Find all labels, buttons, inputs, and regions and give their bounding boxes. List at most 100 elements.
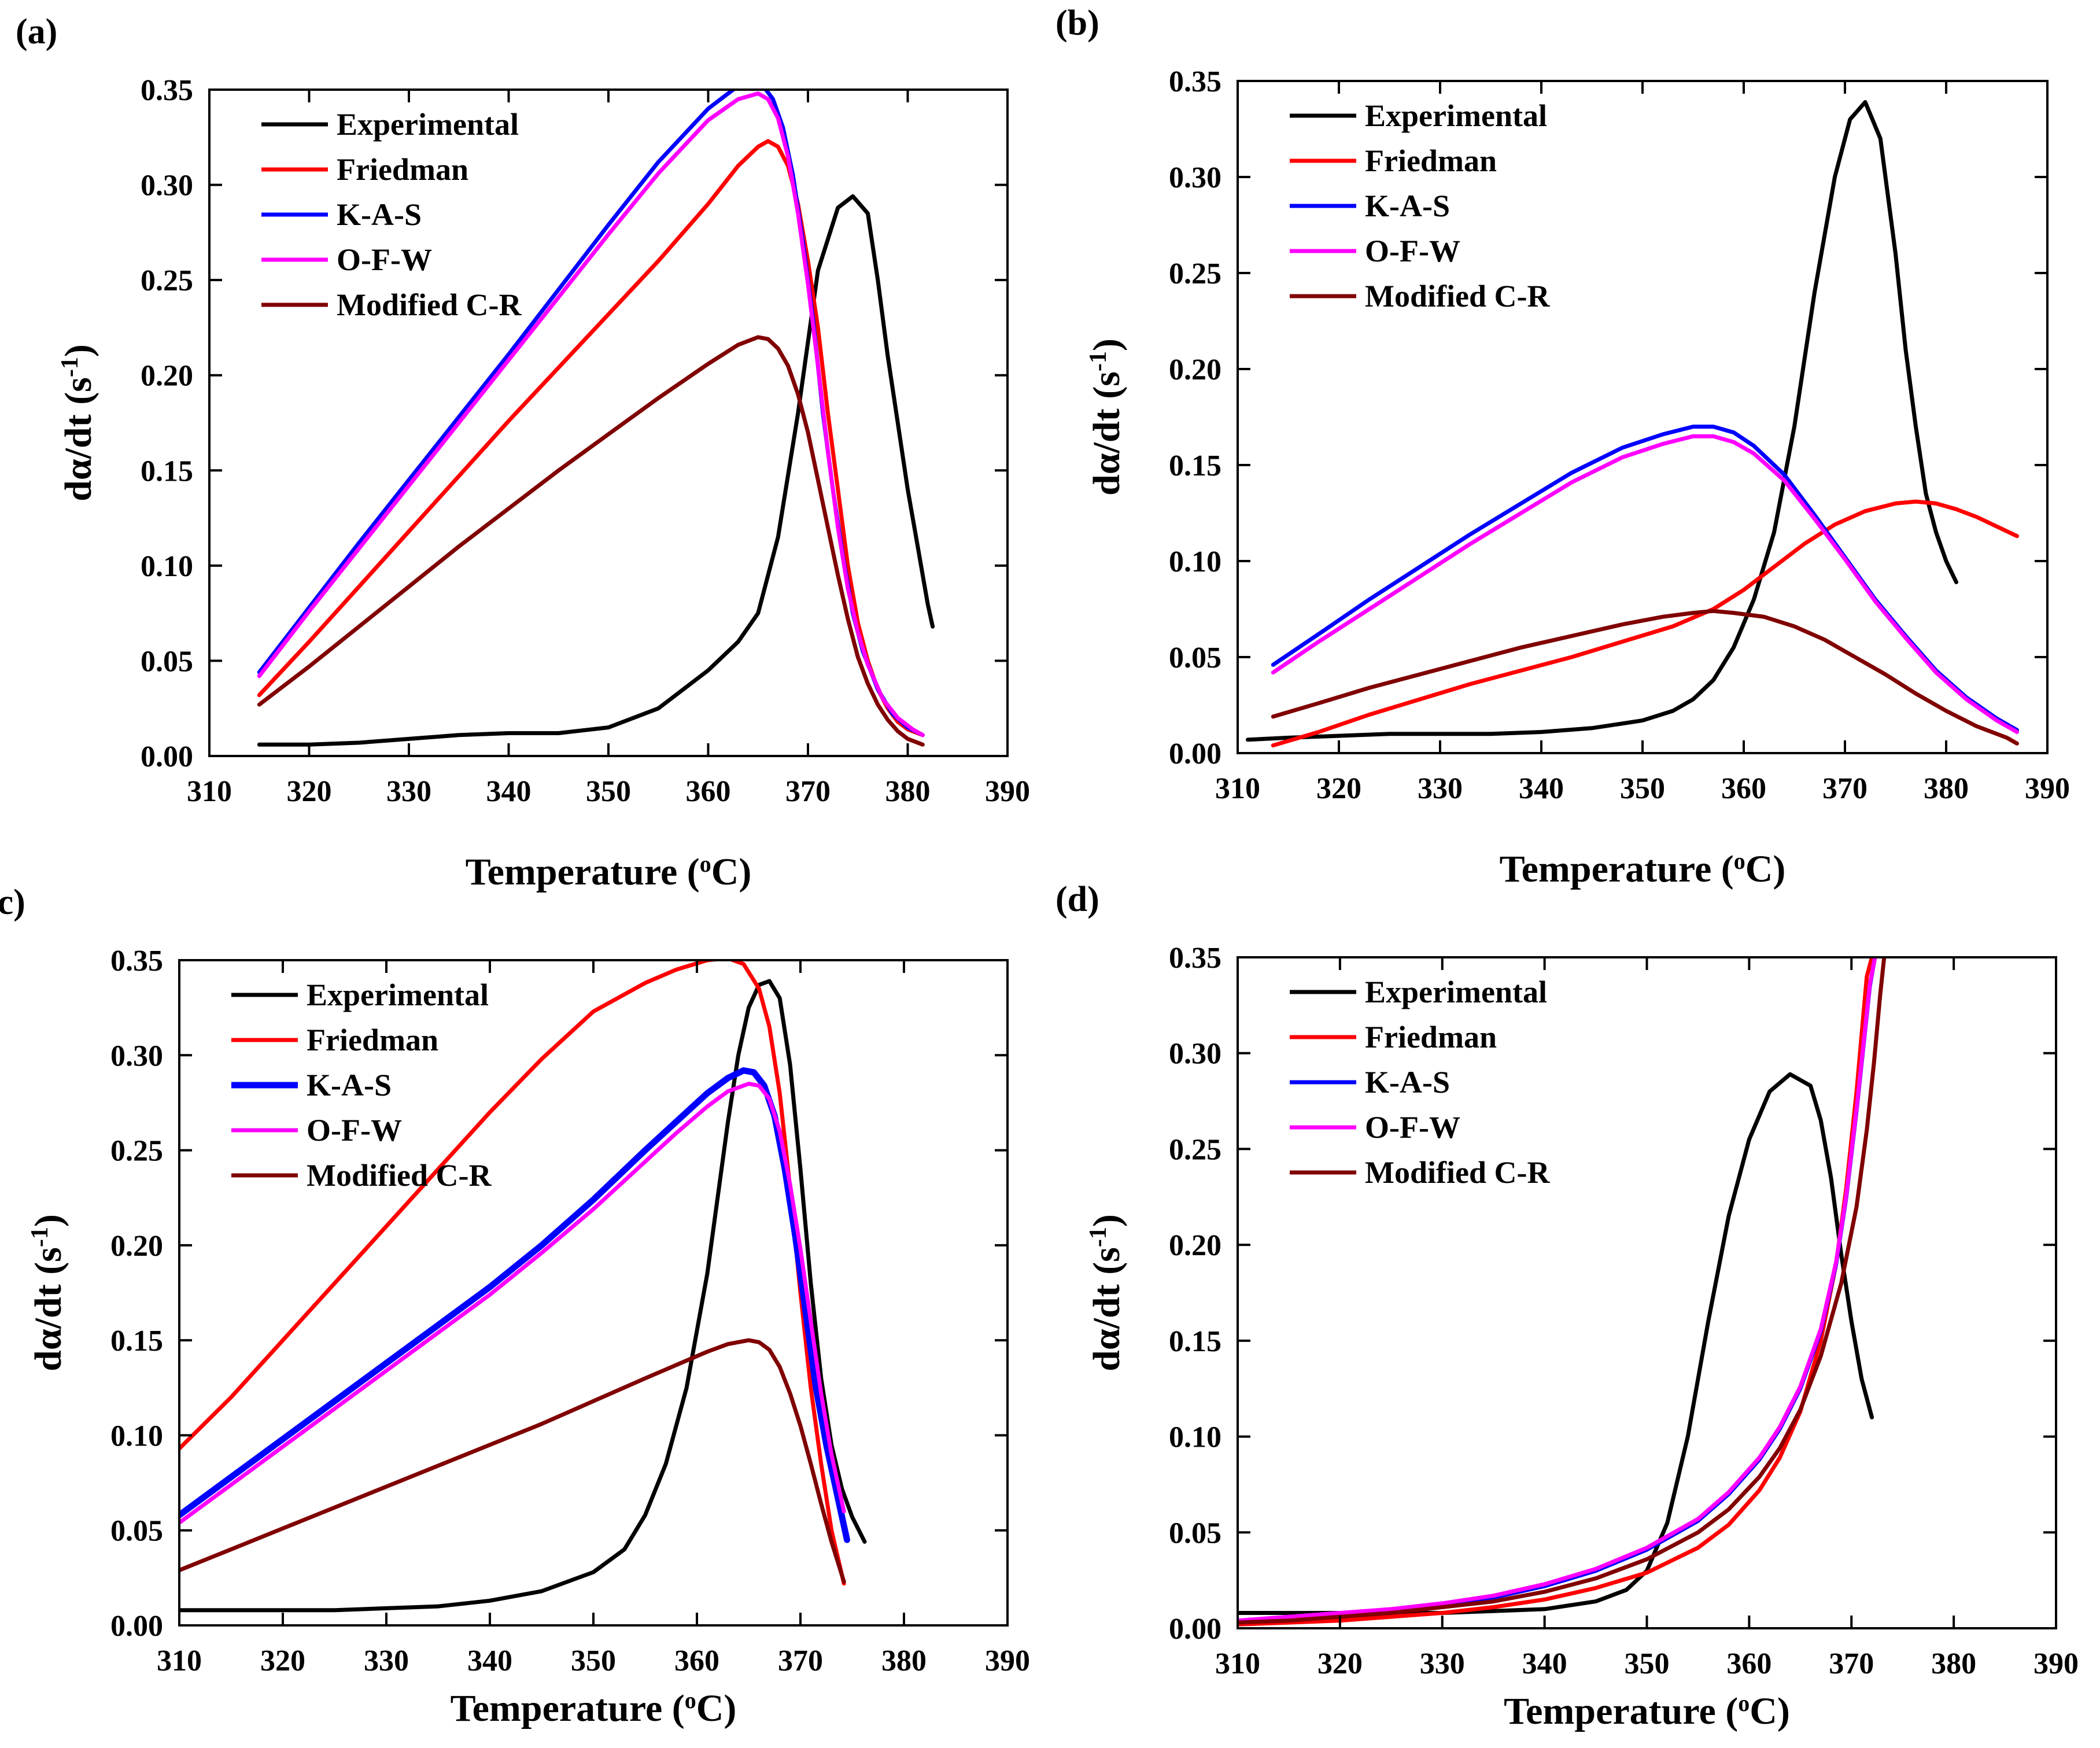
x-tick-label: 340 <box>486 775 532 808</box>
legend-label: K-A-S <box>307 1068 392 1102</box>
y-axis-title: dα/dt (s-1) <box>1085 338 1128 496</box>
x-tick-label: 340 <box>467 1644 512 1677</box>
series-line-experimental <box>257 194 935 747</box>
y-tick-label: 0.35 <box>1169 65 1221 98</box>
legend-label: Modified C-R <box>1365 1155 1550 1190</box>
x-tick-label: 360 <box>1721 772 1766 805</box>
legend-label: K-A-S <box>1365 1065 1450 1100</box>
y-tick-label: 0.25 <box>110 1135 163 1168</box>
y-tick-label: 0.30 <box>1169 1038 1221 1071</box>
x-tick-label: 340 <box>1522 1647 1567 1680</box>
series-line-friedman <box>1271 499 2019 748</box>
series-group <box>179 960 867 1613</box>
legend-label: Friedman <box>337 152 468 187</box>
legend-label: K-A-S <box>337 197 422 232</box>
x-tick-label: 380 <box>1931 1647 1976 1680</box>
legend-label: Friedman <box>1365 1020 1497 1054</box>
series-line-experimental <box>179 979 867 1613</box>
series-line-friedman <box>1238 957 1874 1627</box>
chart-panel-a: (a) 310 320 330 340 350 360 370 380 390 0.00 0.05 0.… <box>16 12 1030 893</box>
y-tick-label: 0.30 <box>110 1039 163 1072</box>
legend-label: Experimental <box>337 107 519 142</box>
x-tick-label: 310 <box>187 775 232 808</box>
x-axis-title: Temperature (oC) <box>451 1687 737 1730</box>
x-tick-label: 340 <box>1519 772 1564 805</box>
legend-label: Experimental <box>1365 975 1547 1009</box>
y-tick-label: 0.15 <box>141 455 193 488</box>
legend: Experimental Friedman K-A-S O-F-W Modified C… <box>261 107 522 322</box>
legend-label: K-A-S <box>1365 189 1450 223</box>
legend-label: O-F-W <box>1365 1110 1460 1145</box>
chart-panel-c: (c) 310 320 330 340 350 360 370 380 390 0.00 0.05 0.… <box>0 883 1030 1729</box>
y-tick-label: 0.00 <box>1169 737 1221 770</box>
x-axis-title: Temperature (oC) <box>466 851 752 894</box>
series-line-o-f-w <box>257 91 925 737</box>
series-group <box>1238 957 1887 1627</box>
y-tick-label: 0.15 <box>1169 1325 1221 1358</box>
series-line-k-a-s <box>1238 957 1877 1623</box>
y-tick-label: 0.00 <box>110 1610 163 1643</box>
legend: Experimental Friedman K-A-S O-F-W Modified C… <box>1290 98 1550 314</box>
series-group <box>1246 100 2019 748</box>
x-tick-label: 350 <box>586 775 631 808</box>
legend-label: Experimental <box>1365 98 1547 133</box>
series-line-modified-c-r <box>1238 957 1887 1625</box>
x-tick-label: 390 <box>985 1644 1030 1677</box>
x-tick-label: 380 <box>881 1644 927 1677</box>
y-tick-label: 0.10 <box>110 1419 163 1452</box>
x-tick-label: 330 <box>386 775 431 808</box>
panel-label: (c) <box>0 883 25 922</box>
legend-label: Modified C-R <box>337 287 522 322</box>
panel-label: (d) <box>1055 880 1099 919</box>
y-tick-label: 0.25 <box>141 264 193 297</box>
x-tick-label: 330 <box>1420 1647 1465 1680</box>
x-tick-label: 350 <box>1625 1647 1670 1680</box>
x-tick-label: 390 <box>2025 772 2070 805</box>
x-tick-label: 320 <box>287 775 332 808</box>
x-tick-label: 320 <box>1317 1647 1363 1680</box>
y-tick-label: 0.20 <box>1169 1229 1221 1262</box>
y-tick-label: 0.25 <box>1169 257 1221 290</box>
legend-label: Modified C-R <box>1365 279 1550 314</box>
y-tick-label: 0.25 <box>1169 1133 1221 1166</box>
series-group <box>257 90 935 747</box>
x-tick-label: 350 <box>1620 772 1665 805</box>
panel-label: (a) <box>16 12 57 51</box>
panel-label: (b) <box>1055 3 1099 43</box>
y-tick-label: 0.15 <box>1169 449 1221 482</box>
series-line-modified-c-r <box>257 335 925 747</box>
plot-frame <box>178 959 1009 1627</box>
legend: Experimental Friedman K-A-S O-F-W Modified C… <box>231 978 492 1193</box>
y-axis-title: dα/dt (s-1) <box>1085 1214 1128 1371</box>
y-tick-label: 0.30 <box>1169 161 1221 194</box>
y-tick-label: 0.35 <box>141 74 193 107</box>
legend-label: O-F-W <box>1365 234 1460 268</box>
legend-label: Experimental <box>307 978 489 1012</box>
legend-label: Modified C-R <box>307 1158 492 1193</box>
plot-frame <box>1237 80 2049 754</box>
series-line-o-f-w <box>179 1082 846 1525</box>
y-axis-title: dα/dt (s-1) <box>27 1214 69 1371</box>
y-tick-label: 0.10 <box>1169 1421 1221 1454</box>
series-line-experimental <box>1238 1072 1874 1615</box>
legend-label: O-F-W <box>307 1113 402 1148</box>
y-tick-label: 0.00 <box>141 740 193 773</box>
legend: Experimental Friedman K-A-S O-F-W Modified C… <box>1290 975 1550 1190</box>
chart-panel-d: (d) 310 320 330 340 350 360 370 380 390 0.00 0.05 0.… <box>1055 880 2079 1732</box>
series-line-k-a-s <box>179 1067 850 1543</box>
y-tick-label: 0.15 <box>110 1325 163 1358</box>
x-tick-label: 360 <box>1726 1647 1771 1680</box>
x-tick-label: 310 <box>1215 1647 1260 1680</box>
x-tick-label: 370 <box>1829 1647 1874 1680</box>
x-tick-label: 320 <box>260 1644 305 1677</box>
y-tick-label: 0.35 <box>1169 942 1221 975</box>
series-line-friedman <box>179 960 846 1586</box>
series-line-modified-c-r <box>1271 609 2019 746</box>
x-tick-label: 360 <box>674 1644 719 1677</box>
x-tick-label: 330 <box>1418 772 1463 805</box>
x-tick-label: 370 <box>785 775 831 808</box>
series-line-o-f-w <box>1271 434 2019 734</box>
x-tick-label: 380 <box>885 775 931 808</box>
y-tick-label: 0.10 <box>141 550 193 583</box>
y-tick-label: 0.30 <box>141 169 193 202</box>
